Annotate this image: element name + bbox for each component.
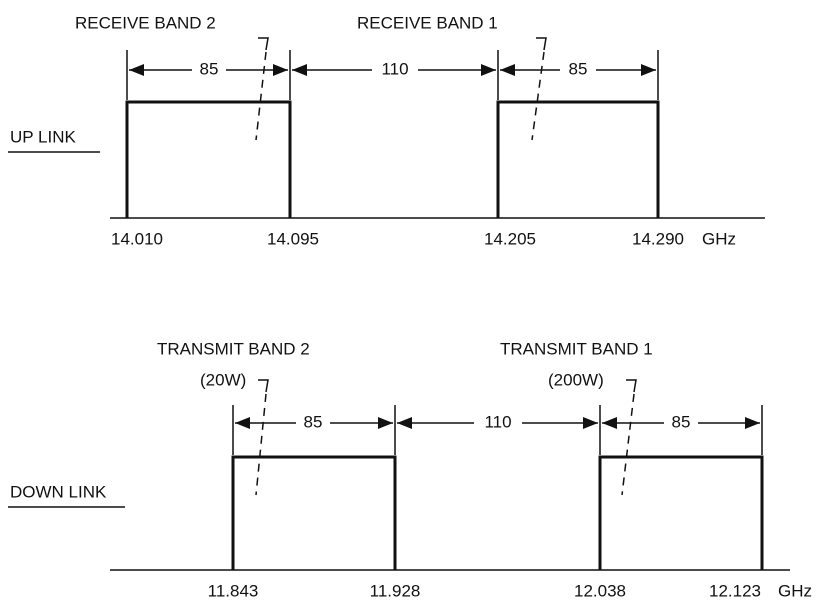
leader xyxy=(255,51,267,141)
band-label: RECEIVE BAND 2 xyxy=(75,13,216,32)
dim-label: 85 xyxy=(672,412,691,431)
leader xyxy=(626,379,637,393)
freq-label: 12.123 xyxy=(709,581,761,600)
band-label: TRANSMIT BAND 1 xyxy=(500,339,653,358)
leader xyxy=(255,393,267,496)
leader xyxy=(536,37,547,51)
leader xyxy=(258,379,269,393)
leader xyxy=(258,37,269,51)
band-power: (200W) xyxy=(548,370,604,389)
dim-label: 110 xyxy=(381,59,408,78)
dim-label: 85 xyxy=(569,59,588,78)
link-label: DOWN LINK xyxy=(10,482,107,501)
dim-label: 110 xyxy=(484,412,511,431)
band-rect xyxy=(598,455,764,570)
freq-label: 14.205 xyxy=(484,229,536,248)
dim-label: 85 xyxy=(200,59,219,78)
leader xyxy=(621,393,635,496)
freq-label: 11.843 xyxy=(208,581,259,600)
freq-label: 14.095 xyxy=(267,229,319,248)
up-link: UP LINK 85 110 85 RECEIVE BAND 2 RECEIVE… xyxy=(8,13,765,248)
band-label: RECEIVE BAND 1 xyxy=(357,13,498,32)
link-label: UP LINK xyxy=(10,127,76,146)
down-link: DOWN LINK 85 110 85 TRANSMIT BAND 2 (20W… xyxy=(8,339,812,600)
freq-label: 14.010 xyxy=(111,229,163,248)
freq-label: 11.928 xyxy=(370,581,421,600)
band-rect xyxy=(125,100,292,218)
unit-label: GHz xyxy=(778,581,812,600)
dim-label: 85 xyxy=(304,412,323,431)
band-label: TRANSMIT BAND 2 xyxy=(157,339,310,358)
freq-label: 14.290 xyxy=(632,229,684,248)
band-rect xyxy=(231,455,397,570)
unit-label: GHz xyxy=(702,229,736,248)
band-power: (20W) xyxy=(200,370,246,389)
freq-label: 12.038 xyxy=(574,581,626,600)
band-rect xyxy=(496,100,660,218)
leader xyxy=(531,51,545,141)
